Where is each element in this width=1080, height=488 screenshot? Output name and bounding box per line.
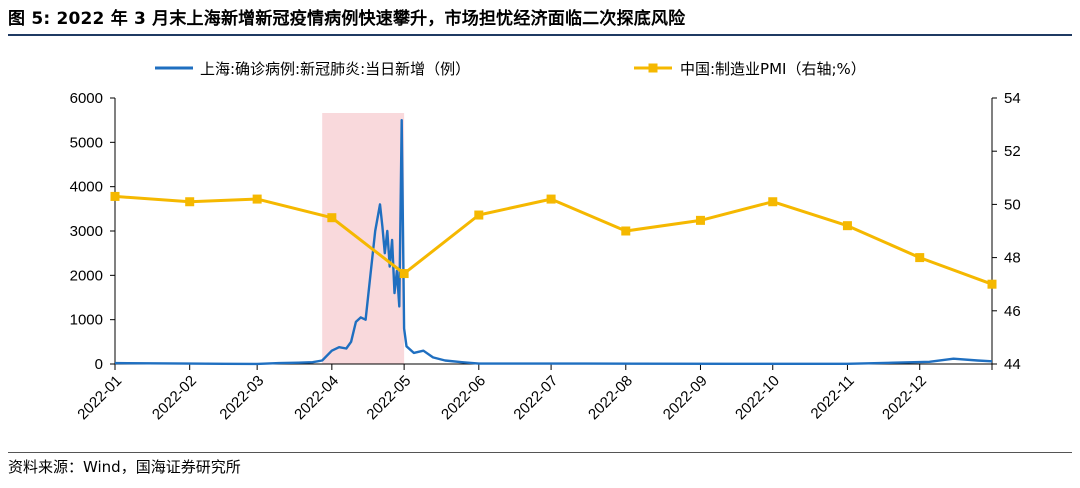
cases-series	[114, 118, 993, 366]
pmi-point	[110, 191, 120, 201]
right-y-tick-label: 44	[1004, 356, 1021, 373]
chart: 0 1000 2000 3000 4000 5000 6000 44 46 48 50 52 54 202…	[70, 60, 1021, 423]
pmi-point	[987, 279, 997, 289]
right-y-tick-label: 50	[1004, 196, 1021, 213]
right-y-tick-label: 52	[1004, 143, 1021, 160]
left-y-tick-label: 6000	[70, 90, 103, 107]
left-y-tick-label: 3000	[70, 223, 103, 240]
pmi-point	[185, 197, 195, 207]
x-tick-label: 2022-06	[438, 372, 489, 423]
pmi-point	[399, 269, 409, 279]
legend-pmi-label: 中国:制造业PMI（右轴;%）	[680, 60, 866, 78]
title-rule	[8, 34, 1072, 36]
pmi-point	[695, 215, 705, 225]
x-tick-label: 2022-11	[808, 372, 858, 422]
x-tick-label: 2022-07	[510, 372, 561, 423]
x-tick-label: 2022-10	[732, 372, 783, 423]
pmi-point	[915, 253, 925, 263]
left-y-tick-label: 1000	[70, 312, 103, 329]
x-tick-label: 2022-05	[363, 372, 414, 423]
right-y-tick-label: 46	[1004, 303, 1021, 320]
right-y-tick-label: 48	[1004, 250, 1021, 267]
pmi-point	[842, 221, 852, 231]
x-tick-label: 2022-03	[216, 372, 267, 423]
pmi-point	[546, 194, 556, 204]
x-tick-label: 2022-01	[74, 372, 125, 423]
pmi-point	[768, 197, 778, 207]
source-rule	[8, 452, 1072, 453]
left-y-tick-label: 2000	[70, 267, 103, 284]
pmi-point	[474, 210, 484, 220]
x-tick-label: 2022-09	[660, 372, 711, 423]
x-tick-label: 2022-08	[585, 372, 636, 423]
highlight-band	[322, 113, 405, 364]
pmi-point	[252, 194, 262, 204]
pmi-point	[621, 226, 631, 236]
legend: 上海:确诊病例:新冠肺炎:当日新增（例） 中国:制造业PMI（右轴;%）	[155, 60, 866, 78]
axes: 0 1000 2000 3000 4000 5000 6000 44 46 48 50 52 54 202…	[70, 90, 1021, 423]
figure-title: 图 5: 2022 年 3 月末上海新增新冠疫情病例快速攀升，市场担忧经济面临二…	[8, 9, 686, 29]
pmi-point	[327, 213, 337, 223]
legend-cases-label: 上海:确诊病例:新冠肺炎:当日新增（例）	[200, 60, 470, 78]
legend-pmi-marker	[648, 63, 658, 73]
x-tick-label: 2022-02	[149, 372, 200, 423]
left-y-tick-label: 0	[95, 356, 103, 373]
right-y-tick-label: 54	[1004, 90, 1021, 107]
x-tick-label: 2022-12	[879, 372, 930, 423]
left-y-tick-label: 4000	[70, 179, 103, 196]
pmi-line	[114, 194, 993, 286]
source-note: 资料来源：Wind，国海证券研究所	[8, 458, 241, 476]
left-y-tick-label: 5000	[70, 134, 103, 151]
cases-line	[114, 118, 993, 366]
pmi-series	[110, 191, 997, 289]
x-tick-label: 2022-04	[291, 372, 342, 423]
